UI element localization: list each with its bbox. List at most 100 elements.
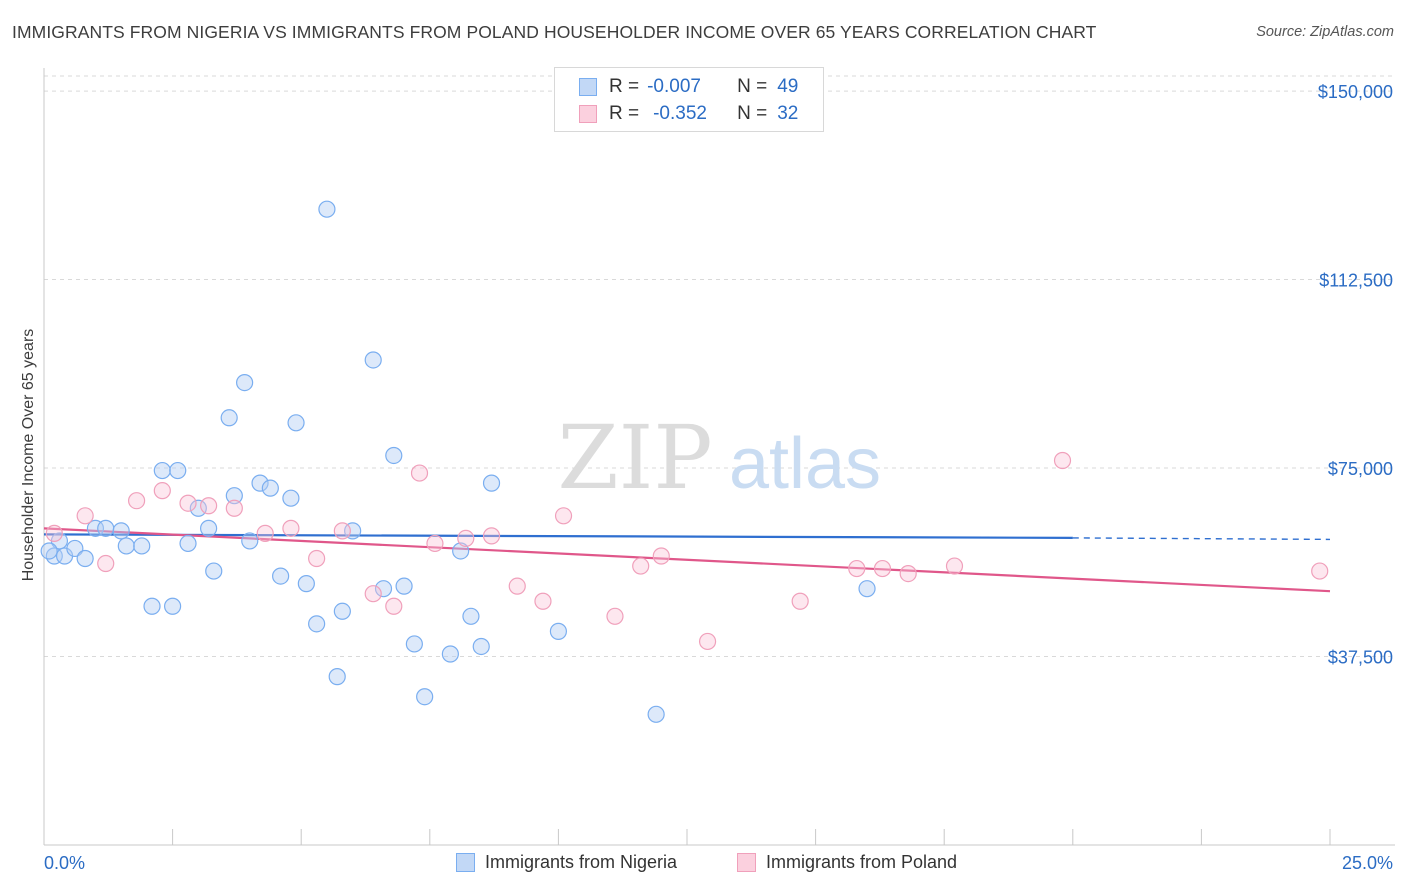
legend-swatch-poland xyxy=(737,853,756,872)
nigeria-point xyxy=(76,549,94,568)
poland-point xyxy=(698,632,717,651)
r-label: R = xyxy=(609,76,640,97)
poland-point xyxy=(554,507,573,525)
chart-title: IMMIGRANTS FROM NIGERIA VS IMMIGRANTS FR… xyxy=(12,22,1097,42)
watermark: ZIP atlas xyxy=(557,406,881,509)
nigeria-point xyxy=(297,575,315,593)
poland-point xyxy=(364,585,382,603)
poland-swatch xyxy=(579,105,597,123)
nigeria-point xyxy=(395,577,413,595)
poland-point xyxy=(308,549,326,568)
nigeria-point xyxy=(40,542,58,560)
nigeria-point xyxy=(112,522,130,540)
poland-point xyxy=(945,557,964,575)
nigeria-point xyxy=(189,499,207,517)
nigeria-point xyxy=(328,668,346,686)
r-label: R = xyxy=(609,103,640,124)
poland-point xyxy=(1311,562,1329,580)
n-value: 32 xyxy=(777,103,799,124)
poland-point xyxy=(256,524,274,542)
poland-point xyxy=(848,559,866,578)
nigeria-point xyxy=(472,637,490,656)
nigeria-point xyxy=(272,567,290,585)
nigeria-point xyxy=(364,351,382,369)
stats-box: R = -0.007 N = 49 R = -0.352 N = 32 xyxy=(554,67,824,132)
nigeria-point xyxy=(153,461,171,480)
nigeria-point xyxy=(858,580,876,598)
poland-point xyxy=(97,554,115,573)
poland-point xyxy=(127,492,146,510)
y-tick-label: $150,000 xyxy=(1318,82,1393,102)
nigeria-point xyxy=(405,635,423,653)
poland-point xyxy=(632,557,650,575)
poland-point xyxy=(508,577,526,595)
stats-row-nigeria: R = -0.007 N = 49 xyxy=(555,74,798,100)
poland-trend-line xyxy=(43,527,1331,593)
poland-point xyxy=(410,464,429,482)
nigeria-point xyxy=(179,534,197,553)
nigeria-point xyxy=(452,542,470,560)
nigeria-point xyxy=(200,519,218,537)
r-value: -0.352 xyxy=(653,103,707,124)
nigeria-point xyxy=(647,705,665,723)
poland-point xyxy=(873,559,892,578)
poland-point xyxy=(225,499,243,517)
poland-point xyxy=(153,482,171,500)
poland-point xyxy=(426,534,444,553)
nigeria-point xyxy=(416,688,434,706)
x-tick-label: 25.0% xyxy=(1342,853,1393,873)
nigeria-point xyxy=(282,489,300,507)
legend-label-poland: Immigrants from Poland xyxy=(766,852,958,872)
poland-point xyxy=(45,524,63,542)
n-label: N = xyxy=(737,76,768,97)
nigeria-point xyxy=(220,409,238,427)
poland-point xyxy=(76,507,94,525)
nigeria-point xyxy=(117,537,135,555)
poland-point xyxy=(534,592,552,610)
poland-point xyxy=(482,527,501,545)
n-value: 49 xyxy=(777,76,799,97)
nigeria-point xyxy=(133,537,151,555)
watermark-zip: ZIP xyxy=(557,406,712,509)
nigeria-point xyxy=(318,200,336,218)
nigeria-point xyxy=(205,562,223,580)
legend-item-poland[interactable]: Immigrants from Poland xyxy=(737,852,957,873)
n-label: N = xyxy=(737,103,768,124)
poland-point xyxy=(282,519,300,537)
r-value: -0.007 xyxy=(647,76,701,97)
poland-point xyxy=(333,522,351,540)
nigeria-point xyxy=(169,461,187,480)
poland-point xyxy=(457,529,475,548)
legend-swatch-nigeria xyxy=(456,853,475,872)
poland-point xyxy=(791,592,809,610)
nigeria-point xyxy=(385,446,403,465)
x-tick-label: 0.0% xyxy=(44,853,85,873)
stats-row-poland: R = -0.352 N = 32 xyxy=(555,101,798,127)
poland-point xyxy=(1053,451,1072,470)
nigeria-point xyxy=(333,602,351,620)
nigeria-point xyxy=(143,597,161,615)
nigeria-point xyxy=(374,580,393,598)
poland-point xyxy=(652,547,670,565)
legend-label-nigeria: Immigrants from Nigeria xyxy=(485,852,678,872)
nigeria-point xyxy=(97,519,115,537)
nigeria-point xyxy=(251,474,269,492)
poland-point xyxy=(179,494,197,512)
poland-point xyxy=(899,564,917,583)
nigeria-trend-extension xyxy=(1072,537,1331,541)
nigeria-point xyxy=(225,487,243,505)
nigeria-point xyxy=(462,607,480,625)
nigeria-point xyxy=(549,622,568,640)
y-tick-label: $112,500 xyxy=(1319,271,1393,291)
watermark-atlas: atlas xyxy=(729,424,881,504)
poland-point xyxy=(606,607,624,625)
legend-item-nigeria[interactable]: Immigrants from Nigeria xyxy=(456,852,677,873)
nigeria-point xyxy=(261,479,279,497)
nigeria-point xyxy=(482,474,501,492)
nigeria-swatch xyxy=(579,78,597,96)
nigeria-point xyxy=(308,615,326,633)
nigeria-trend-line xyxy=(43,533,1073,540)
y-tick-label: $75,000 xyxy=(1328,459,1393,479)
nigeria-point xyxy=(236,373,254,392)
